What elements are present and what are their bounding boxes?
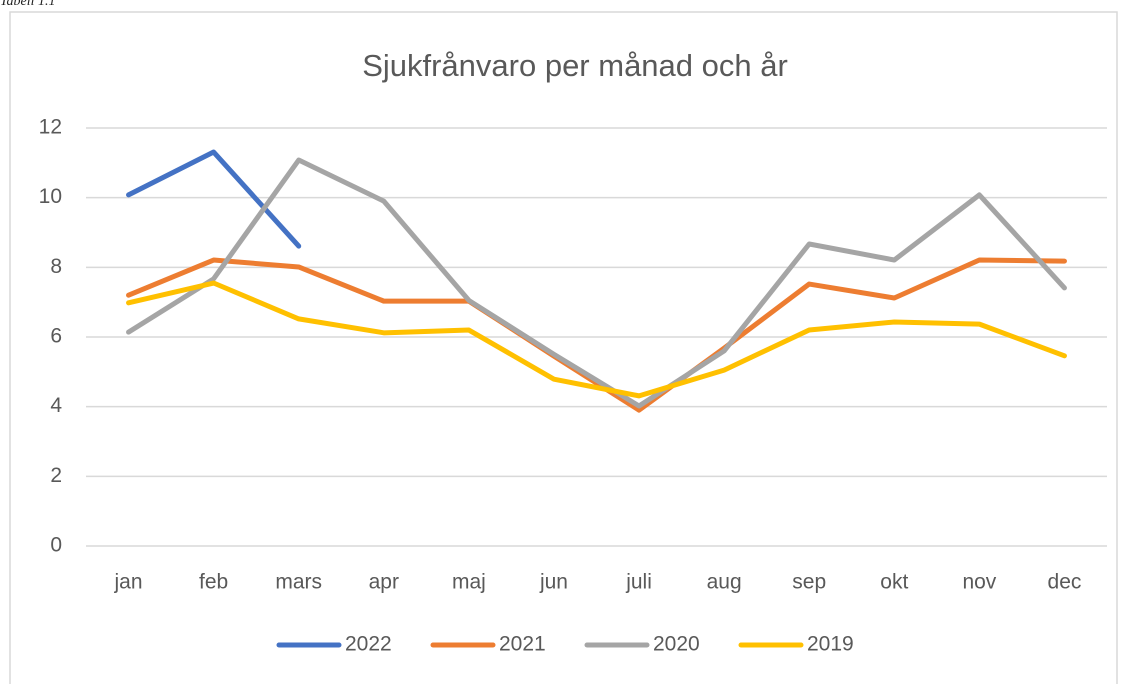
legend-label: 2020 (653, 633, 700, 656)
x-tick-label: jun (539, 571, 568, 594)
x-tick-label: mars (275, 571, 322, 594)
legend-label: 2022 (345, 633, 392, 656)
x-tick-label: maj (452, 571, 486, 594)
chart-border (9, 11, 1118, 684)
y-tick-label: 6 (50, 325, 62, 348)
y-tick-label: 8 (50, 255, 62, 278)
data-line (126, 280, 1067, 399)
legend-label: 2019 (807, 633, 854, 656)
x-tick-label: nov (962, 571, 996, 594)
x-tick-label: apr (369, 571, 399, 594)
y-tick-label: 4 (50, 394, 62, 417)
x-tick-label: aug (707, 571, 742, 594)
y-tick-label: 2 (50, 464, 62, 487)
x-tick-label: juli (625, 571, 652, 594)
x-tick-label: sep (792, 571, 826, 594)
x-tick-label: dec (1048, 571, 1082, 594)
y-tick-label: 10 (39, 185, 62, 208)
data-line (126, 149, 302, 249)
y-tick-label: 0 (50, 534, 62, 557)
data-line (126, 257, 1067, 413)
y-tick-label: 12 (39, 116, 62, 139)
caption: Tabell 1.1 (0, 0, 56, 9)
legend-label: 2021 (499, 633, 546, 656)
data-line (126, 157, 1067, 409)
chart-title: Sjukfrånvaro per månad och år (362, 48, 788, 83)
x-tick-label: jan (114, 571, 143, 594)
x-tick-label: okt (880, 571, 908, 594)
x-tick-label: feb (199, 571, 228, 594)
